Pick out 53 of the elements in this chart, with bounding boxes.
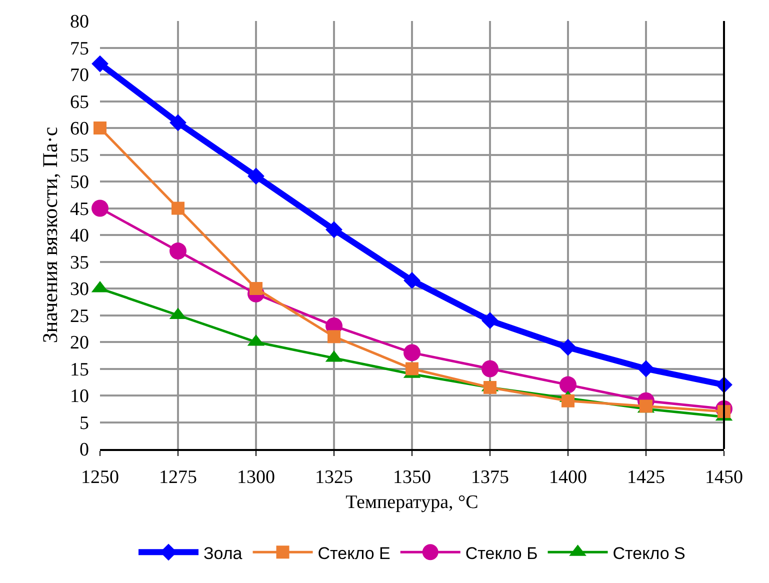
y-axis-title: Значения вязкости, Па·с [38,126,62,344]
point [328,330,340,344]
y-tick-label: 10 [70,386,89,408]
y-tick-label: 30 [70,279,89,300]
point [404,344,420,362]
y-tick-label: 45 [70,198,89,220]
y-tick-label: 60 [70,118,89,140]
y-tick-label: 15 [70,359,89,380]
point [248,168,264,185]
x-tick-label: 1275 [159,466,197,488]
y-tick-label: 0 [80,440,89,461]
point [404,272,420,289]
x-tick-label: 1425 [627,466,665,488]
point [326,221,342,238]
point [562,394,574,408]
y-tick-label: 65 [70,92,89,113]
y-tick-label: 70 [70,65,89,86]
x-tick-label: 1375 [471,466,509,488]
y-tick-label: 5 [80,412,89,434]
point [484,380,496,394]
x-tick-label: 1250 [81,466,119,488]
x-tick-label: 1300 [237,466,275,488]
legend-label: Стекло E [318,544,390,563]
y-tick-label: 25 [70,306,89,327]
x-tick-label: 1350 [393,466,431,488]
point [94,122,106,134]
point [170,242,186,260]
point [172,202,184,215]
legend-label: Стекло S [612,544,686,563]
point [92,200,108,217]
y-tick-label: 40 [70,226,89,247]
point [560,338,576,356]
y-tick-label: 55 [70,145,89,166]
point [92,55,108,72]
y-tick-label: 20 [70,332,89,354]
point [640,400,652,413]
point [482,312,498,330]
legend-label: Зола [204,544,243,563]
point [250,282,262,295]
y-tick-label: 50 [70,172,89,194]
x-tick-label: 1400 [549,466,587,488]
point [482,360,498,378]
y-tick-label: 75 [70,38,89,60]
x-tick-label: 1450 [705,466,743,488]
y-tick-label: 80 [70,12,89,33]
point [560,376,576,394]
point [638,360,654,378]
y-tick-label: 35 [70,252,89,274]
x-axis-title: Температура, °C [346,492,478,514]
point [170,114,186,132]
legend-label: Стекло Б [465,544,538,563]
x-tick-label: 1325 [315,466,353,488]
point [406,362,418,376]
